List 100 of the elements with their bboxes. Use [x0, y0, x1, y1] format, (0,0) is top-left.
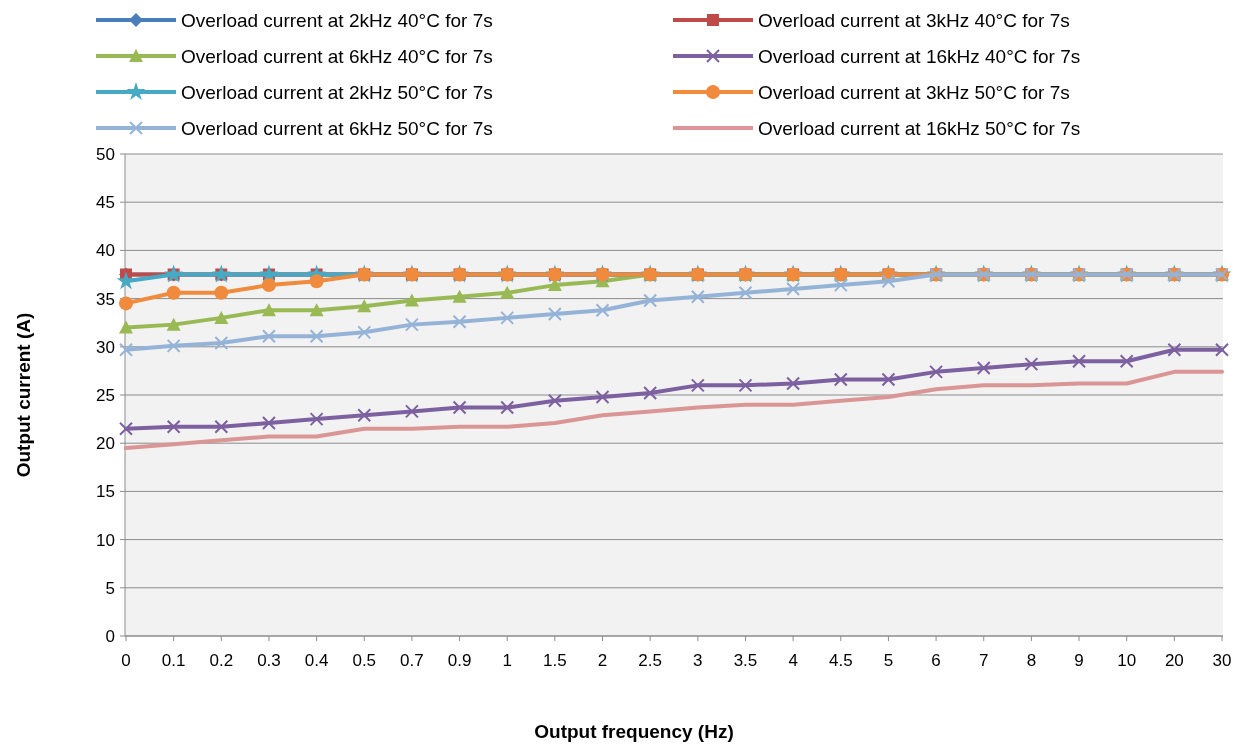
y-tick-label: 5: [105, 578, 115, 598]
point: [166, 338, 181, 353]
x-tick-label: 0.1: [161, 651, 186, 670]
point: [786, 376, 801, 391]
y-tick-label: 30: [96, 337, 115, 357]
y-tick-label: 35: [96, 289, 115, 309]
point: [119, 320, 133, 334]
y-tick-label: 15: [96, 482, 115, 502]
point: [214, 310, 229, 324]
point: [452, 289, 467, 303]
point: [833, 278, 848, 293]
point: [786, 281, 801, 296]
point: [595, 303, 610, 318]
y-tick-label: 25: [96, 385, 115, 405]
point: [1119, 354, 1134, 369]
x-tick-label: 2: [597, 651, 608, 670]
point: [309, 303, 324, 317]
point: [1024, 357, 1039, 372]
x-tick-label: 4.5: [828, 651, 853, 670]
point: [690, 289, 705, 304]
y-tick-label: 45: [96, 193, 115, 213]
legend-label: Overload current at 6kHz 50°C for 7s: [181, 117, 493, 139]
point: [547, 307, 562, 322]
x-tick-label: 0.3: [257, 651, 281, 670]
point: [166, 419, 181, 434]
y-axis-title: Output current (A): [13, 312, 34, 478]
point: [643, 386, 658, 401]
point: [261, 415, 276, 430]
x-tick-label: 3: [693, 651, 703, 670]
point: [738, 285, 753, 300]
legend-label: Overload current at 2kHz 40°C for 7s: [181, 9, 493, 31]
point: [357, 325, 372, 340]
x-tick-label: 10: [1117, 651, 1137, 670]
x-tick-label: 0: [121, 651, 131, 670]
point: [357, 299, 372, 313]
point: [357, 408, 372, 423]
point: [261, 303, 276, 317]
point: [881, 274, 896, 289]
x-tick-label: 9: [1074, 651, 1084, 670]
point: [119, 296, 133, 311]
point: [261, 278, 276, 293]
point: [1167, 342, 1182, 357]
point: [119, 421, 133, 436]
point: [1215, 342, 1229, 357]
point: [500, 285, 515, 299]
point: [881, 372, 896, 387]
y-tick-label: 0: [105, 626, 115, 646]
x-tick-label: 0.9: [447, 651, 472, 670]
point: [166, 317, 181, 331]
point: [976, 361, 991, 376]
x-axis-title: Output frequency (Hz): [534, 721, 734, 742]
point: [309, 274, 324, 289]
point: [595, 389, 610, 404]
y-tick-label: 10: [96, 530, 115, 550]
x-tick-label: 1.5: [543, 651, 567, 670]
x-tick-label: 4: [788, 651, 798, 670]
x-tick-label: 1: [502, 651, 512, 670]
point: [309, 329, 324, 344]
x-tick-label: 5: [883, 651, 894, 670]
y-tick-label: 40: [96, 241, 115, 261]
point: [452, 314, 467, 329]
point: [214, 335, 229, 350]
point: [404, 317, 419, 332]
y-tick-label: 50: [96, 144, 115, 164]
point: [116, 271, 136, 290]
x-tick-label: 6: [931, 651, 941, 670]
point: [738, 378, 753, 393]
point: [166, 285, 181, 300]
legend-label: Overload current at 16kHz 50°C for 7s: [758, 117, 1081, 139]
point: [690, 378, 705, 393]
x-tick-label: 0.7: [400, 651, 424, 670]
x-tick-label: 0.5: [352, 651, 377, 670]
y-tick-label: 20: [96, 434, 115, 454]
x-tick-label: 30: [1212, 651, 1232, 670]
point: [404, 293, 419, 307]
legend-label: Overload current at 6kHz 40°C for 7s: [181, 45, 493, 67]
point: [500, 400, 515, 415]
point: [309, 412, 324, 427]
point: [404, 404, 419, 419]
x-tick-label: 0.2: [209, 651, 234, 670]
x-tick-label: 0.4: [304, 651, 329, 670]
x-tick-label: 20: [1164, 651, 1184, 670]
x-tick-label: 7: [979, 651, 989, 670]
point: [929, 364, 944, 379]
point: [500, 310, 515, 325]
point: [547, 393, 562, 408]
x-tick-label: 2.5: [638, 651, 662, 670]
legend-label: Overload current at 2kHz 50°C for 7s: [181, 81, 493, 103]
point: [452, 400, 467, 415]
point: [261, 329, 276, 344]
point: [833, 372, 848, 387]
point: [214, 419, 229, 434]
legend-label: Overload current at 3kHz 40°C for 7s: [758, 9, 1070, 31]
point: [119, 342, 133, 357]
point: [643, 293, 658, 308]
x-tick-label: 8: [1026, 651, 1037, 670]
legend-label: Overload current at 16kHz 40°C for 7s: [758, 45, 1081, 67]
point: [1072, 354, 1087, 369]
x-tick-label: 3.5: [733, 651, 758, 670]
point: [214, 285, 229, 300]
